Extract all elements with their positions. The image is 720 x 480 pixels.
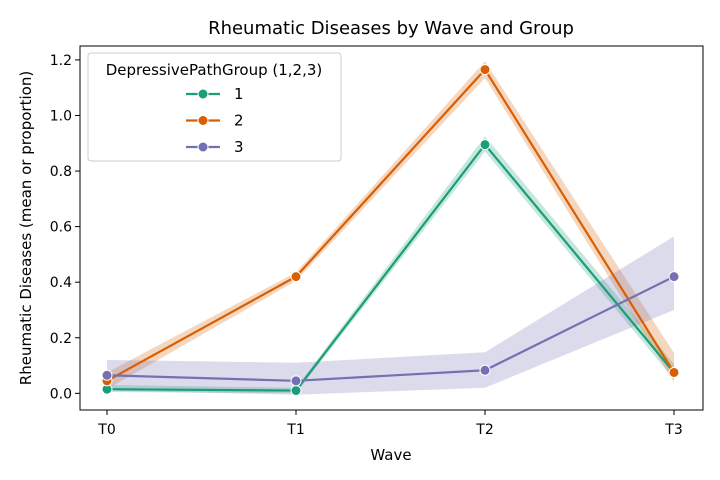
x-tick-label: T1 bbox=[286, 422, 304, 438]
point-series-3-T1 bbox=[290, 375, 302, 387]
y-tick-label: 1.2 bbox=[50, 53, 72, 69]
legend-label-2: 2 bbox=[234, 112, 244, 130]
y-tick-label: 0.0 bbox=[50, 386, 72, 402]
ci-band-series-3 bbox=[107, 236, 674, 395]
point-series-2-T3 bbox=[668, 366, 680, 378]
legend-label-3: 3 bbox=[234, 138, 244, 156]
x-tick-label: T3 bbox=[664, 422, 682, 438]
point-series-1-T2 bbox=[479, 139, 491, 151]
legend-title: DepressivePathGroup (1,2,3) bbox=[106, 61, 323, 79]
x-tick-label: T0 bbox=[97, 422, 115, 438]
legend-marker-2 bbox=[197, 115, 209, 126]
point-series-3-T0 bbox=[101, 369, 113, 381]
legend: DepressivePathGroup (1,2,3) 1 2 3 bbox=[87, 52, 342, 162]
y-tick-label: 0.2 bbox=[50, 331, 72, 347]
line-series-3 bbox=[106, 275, 675, 382]
y-tick-label: 0.4 bbox=[50, 275, 72, 291]
line-series-1 bbox=[106, 142, 675, 392]
plot-area-frame bbox=[79, 45, 704, 411]
x-axis-ticks: T0 T1 T2 T3 bbox=[97, 410, 683, 438]
y-axis-label: Rheumatic Diseases (mean or proportion) bbox=[17, 71, 35, 385]
series-points bbox=[101, 64, 680, 397]
point-series-1-T1 bbox=[290, 385, 302, 397]
ci-band-series-2 bbox=[107, 61, 674, 390]
y-tick-label: 0.8 bbox=[50, 164, 72, 180]
point-series-3-T3 bbox=[668, 271, 680, 283]
x-tick-label: T2 bbox=[475, 422, 493, 438]
chart-title: Rheumatic Diseases by Wave and Group bbox=[208, 18, 574, 39]
y-axis-ticks: 0.0 0.2 0.4 0.6 0.8 1.0 1.2 bbox=[50, 53, 80, 402]
y-tick-label: 0.6 bbox=[50, 220, 72, 236]
legend-box bbox=[87, 52, 342, 162]
x-axis-label: Wave bbox=[370, 446, 411, 464]
point-series-2-T2 bbox=[479, 64, 491, 76]
point-series-3-T2 bbox=[479, 364, 491, 376]
point-series-2-T1 bbox=[290, 271, 302, 283]
legend-marker-3 bbox=[197, 141, 209, 153]
line-series-2 bbox=[106, 67, 675, 382]
y-tick-label: 1.0 bbox=[50, 108, 72, 124]
legend-marker-1 bbox=[197, 88, 209, 100]
series-lines bbox=[106, 67, 675, 392]
legend-label-1: 1 bbox=[234, 85, 244, 103]
